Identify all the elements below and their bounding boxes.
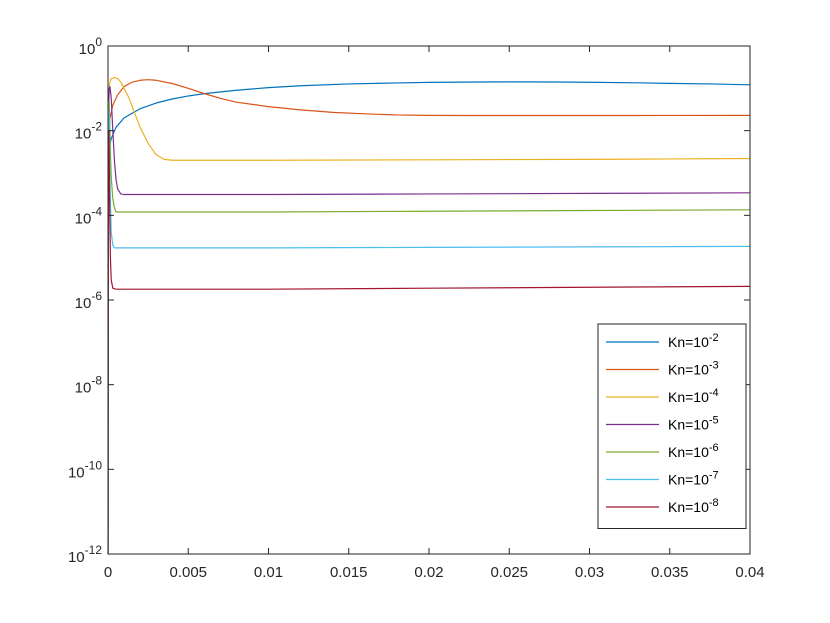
x-tick-label: 0	[104, 564, 112, 581]
legend: Kn=10-2 Kn=10-3 Kn=10-4 Kn=10-5 Kn=10-6 Kn=10…	[597, 323, 747, 529]
y-tick-label: 10-8	[75, 374, 103, 397]
legend-label: Kn=10-3	[668, 360, 719, 378]
y-tick-label: 10-6	[75, 289, 103, 312]
legend-label: Kn=10-4	[668, 387, 719, 405]
series-layer	[108, 76, 750, 554]
series-line-5	[108, 100, 750, 554]
series-line-4	[108, 85, 750, 554]
y-axis-ticks: 10-12 10-10 10-8 10-6 10-4 10-2 100	[68, 35, 750, 566]
x-tick-label: 0.005	[169, 564, 207, 581]
legend-box	[597, 323, 747, 529]
y-tick-label: 100	[79, 35, 103, 58]
series-line-6	[108, 109, 750, 554]
x-axis-ticks: 0 0.005 0.01 0.015 0.02 0.025 0.03 0.035 0.04	[104, 46, 765, 581]
series-line-1	[108, 81, 750, 554]
legend-label: Kn=10-7	[668, 470, 719, 488]
series-line-2	[108, 79, 750, 554]
series-line-3	[108, 76, 750, 554]
legend-label: Kn=10-5	[668, 415, 719, 433]
series-line-7	[108, 130, 750, 554]
legend-label: Kn=10-8	[668, 497, 719, 515]
x-tick-label: 0.04	[735, 564, 764, 581]
y-tick-label: 10-10	[68, 458, 102, 481]
legend-label: Kn=10-2	[668, 332, 719, 350]
x-tick-label: 0.015	[330, 564, 368, 581]
x-tick-label: 0.035	[651, 564, 689, 581]
y-tick-label: 10-2	[75, 120, 103, 143]
x-tick-label: 0.03	[575, 564, 604, 581]
x-tick-label: 0.02	[414, 564, 443, 581]
y-tick-label: 10-12	[68, 543, 102, 566]
y-tick-label: 10-4	[75, 204, 103, 227]
legend-label: Kn=10-6	[668, 442, 719, 460]
x-tick-label: 0.025	[490, 564, 528, 581]
x-tick-label: 0.01	[254, 564, 283, 581]
